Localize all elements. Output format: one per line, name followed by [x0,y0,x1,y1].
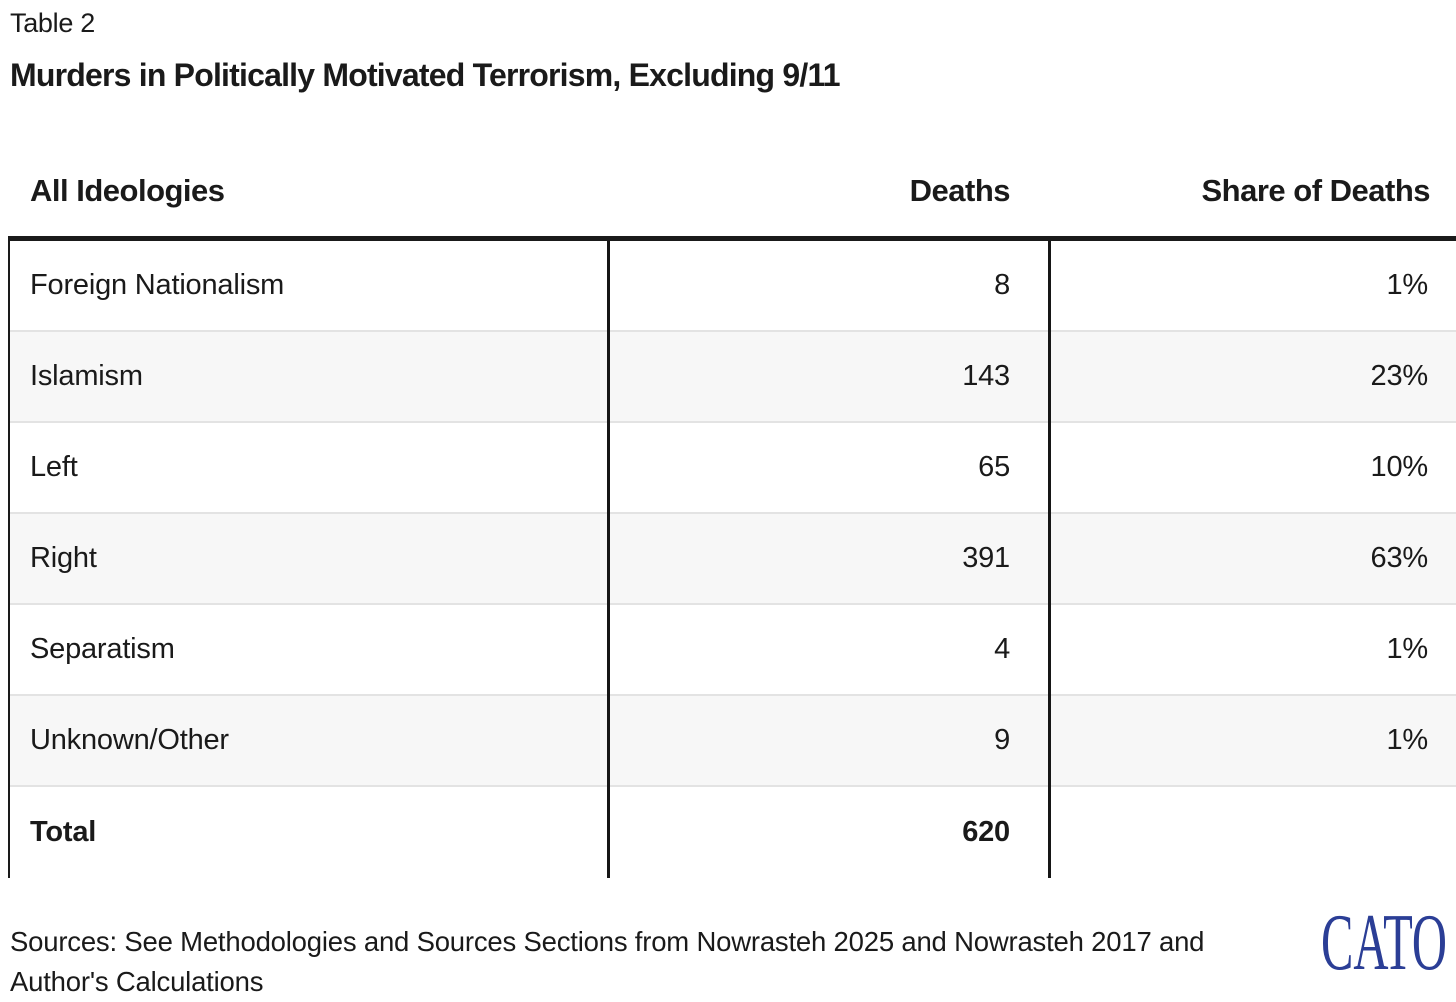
cell-share: 1% [1386,724,1428,756]
sources-line-1: Sources: See Methodologies and Sources S… [10,926,1205,957]
cell-ideology: Foreign Nationalism [30,269,285,301]
cato-institute-logo: CATO [1321,899,1447,987]
column-header-ideologies: All Ideologies [30,173,225,208]
column-divider-2 [1048,241,1051,878]
cell-deaths: 143 [962,360,1010,392]
table-row: Islamism 143 23% [10,332,1456,423]
cato-logo-text: CATO [1321,899,1447,987]
table-row: Right 391 63% [10,514,1456,605]
column-header-deaths: Deaths [909,173,1011,208]
cell-deaths: 8 [994,269,1010,301]
data-table: Foreign Nationalism 8 1% Islamism 143 23… [8,241,1456,878]
table-row: Foreign Nationalism 8 1% [10,241,1456,332]
cell-ideology: Unknown/Other [30,724,229,756]
cell-ideology: Separatism [30,633,175,665]
cell-deaths: 4 [994,633,1010,665]
table-header-row: All Ideologies Deaths Share of Deaths [0,173,1456,209]
table-row-total: Total 620 [10,787,1456,878]
table-number-label: Table 2 [10,8,95,38]
sources-note: Sources: See Methodologies and Sources S… [10,922,1310,1002]
page-title: Murders in Politically Motivated Terrori… [10,57,841,93]
sources-line-2: Author's Calculations [10,966,264,997]
cell-deaths: 65 [978,451,1010,483]
cell-ideology: Islamism [30,360,143,392]
cell-share: 10% [1370,451,1429,483]
column-divider-1 [607,241,610,878]
table-row: Separatism 4 1% [10,605,1456,696]
cell-deaths: 391 [962,542,1010,574]
cell-deaths: 9 [994,724,1010,756]
column-header-share-of-deaths: Share of Deaths [1201,173,1430,208]
cell-share: 63% [1370,542,1429,574]
cell-share: 1% [1386,633,1428,665]
cell-total-deaths: 620 [962,816,1010,848]
table-row: Unknown/Other 9 1% [10,696,1456,787]
cell-ideology: Right [30,542,97,574]
cell-share: 23% [1370,360,1429,392]
cell-ideology: Left [30,451,78,483]
cell-total-label: Total [30,816,97,848]
cell-share: 1% [1386,269,1428,301]
table-row: Left 65 10% [10,423,1456,514]
header-rule [8,236,1456,241]
